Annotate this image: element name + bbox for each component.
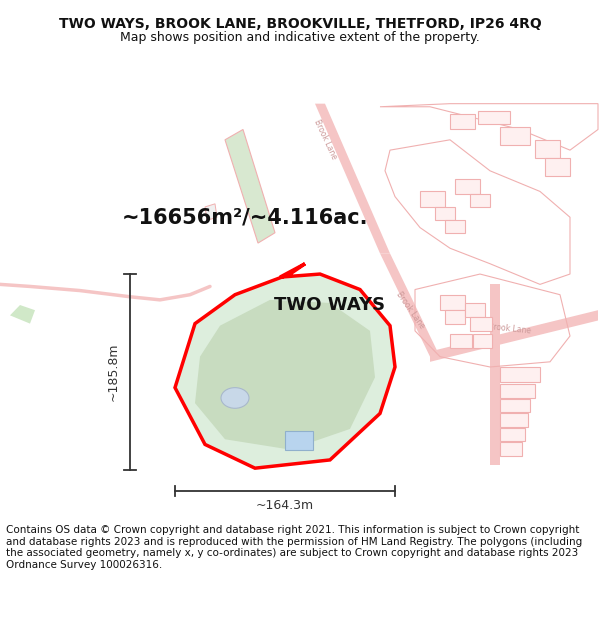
- Polygon shape: [500, 384, 535, 398]
- Polygon shape: [450, 334, 472, 348]
- Polygon shape: [473, 334, 492, 348]
- Polygon shape: [205, 204, 217, 221]
- Text: Brook Lane: Brook Lane: [394, 290, 426, 331]
- Polygon shape: [470, 318, 492, 331]
- Polygon shape: [225, 129, 275, 243]
- Polygon shape: [175, 264, 395, 468]
- Polygon shape: [470, 194, 490, 207]
- Polygon shape: [500, 428, 525, 441]
- Text: TWO WAYS: TWO WAYS: [274, 296, 386, 314]
- Polygon shape: [535, 140, 560, 158]
- Polygon shape: [440, 295, 465, 310]
- Polygon shape: [240, 367, 270, 388]
- Text: Brook Lane: Brook Lane: [488, 322, 532, 336]
- Polygon shape: [10, 305, 35, 324]
- Polygon shape: [455, 179, 480, 194]
- Polygon shape: [478, 111, 510, 124]
- Polygon shape: [430, 310, 598, 362]
- Polygon shape: [435, 207, 455, 221]
- Polygon shape: [310, 416, 335, 431]
- Polygon shape: [445, 310, 465, 324]
- FancyBboxPatch shape: [285, 431, 313, 449]
- Text: ~185.8m: ~185.8m: [107, 343, 120, 401]
- Polygon shape: [500, 399, 530, 412]
- Polygon shape: [450, 114, 475, 129]
- Polygon shape: [465, 303, 485, 318]
- Polygon shape: [195, 300, 375, 449]
- Polygon shape: [308, 400, 330, 414]
- Polygon shape: [275, 378, 300, 396]
- Polygon shape: [500, 442, 522, 456]
- Polygon shape: [282, 398, 308, 414]
- Text: ~164.3m: ~164.3m: [256, 499, 314, 512]
- Polygon shape: [545, 158, 570, 176]
- Text: Brook Lane: Brook Lane: [312, 119, 338, 161]
- Text: Contains OS data © Crown copyright and database right 2021. This information is : Contains OS data © Crown copyright and d…: [6, 525, 582, 570]
- Polygon shape: [380, 253, 440, 357]
- Polygon shape: [500, 367, 540, 382]
- Polygon shape: [445, 221, 465, 232]
- Polygon shape: [315, 104, 390, 253]
- Polygon shape: [420, 191, 445, 207]
- Polygon shape: [500, 414, 528, 427]
- Text: TWO WAYS, BROOK LANE, BROOKVILLE, THETFORD, IP26 4RQ: TWO WAYS, BROOK LANE, BROOKVILLE, THETFO…: [59, 17, 541, 31]
- Ellipse shape: [221, 388, 249, 408]
- Polygon shape: [500, 127, 530, 145]
- Text: ~16656m²/~4.116ac.: ~16656m²/~4.116ac.: [122, 208, 368, 227]
- Text: Map shows position and indicative extent of the property.: Map shows position and indicative extent…: [120, 31, 480, 44]
- Polygon shape: [490, 284, 500, 465]
